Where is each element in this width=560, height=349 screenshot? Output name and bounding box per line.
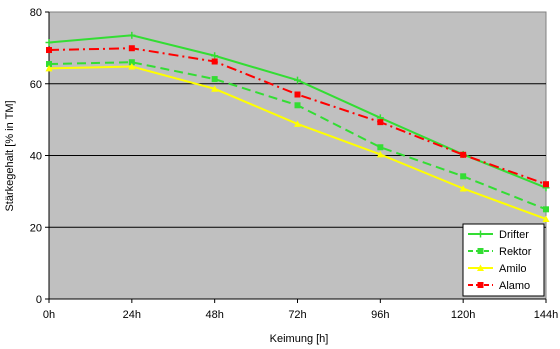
series-layer: [45, 31, 550, 222]
data-point: [377, 119, 384, 126]
legend-item: Amilo: [468, 263, 527, 275]
data-point: [128, 63, 136, 70]
legend-label: Drifter: [499, 229, 529, 241]
y-axis-title: Stärkegehalt [% in TM]: [4, 100, 16, 211]
series-amilo: [45, 63, 550, 222]
data-point: [128, 45, 135, 52]
legend-marker: [477, 248, 484, 254]
y-tick-label: 20: [30, 222, 42, 234]
series-rektor: [46, 59, 549, 213]
data-point: [542, 215, 550, 222]
data-point: [294, 91, 301, 98]
x-tick-label: 24h: [123, 309, 141, 321]
data-point: [211, 58, 218, 65]
x-tick-label: 120h: [451, 309, 475, 321]
data-point: [294, 76, 301, 84]
data-point: [46, 61, 52, 68]
data-point: [128, 59, 135, 66]
x-tick-label: 96h: [371, 309, 389, 321]
data-point: [376, 150, 384, 158]
data-point: [459, 185, 467, 192]
x-axis-title: Keimung [h]: [270, 333, 329, 345]
data-point: [377, 144, 384, 151]
data-point: [128, 31, 136, 39]
legend: Drifter Rektor Amilo Alamo: [462, 223, 545, 297]
data-point: [45, 64, 53, 72]
legend-marker: [477, 282, 484, 288]
data-point: [211, 52, 219, 60]
x-tick-label: 72h: [288, 309, 306, 321]
data-point: [294, 102, 301, 109]
legend-item: Rektor: [468, 246, 532, 258]
data-point: [460, 151, 467, 158]
legend-label: Amilo: [499, 263, 527, 275]
data-point: [543, 206, 549, 213]
data-point: [294, 120, 301, 127]
y-tick-label: 0: [36, 294, 42, 306]
legend-label: Rektor: [499, 246, 532, 258]
x-tick-label: 0h: [43, 309, 55, 321]
y-tick-label: 60: [30, 79, 42, 91]
data-point: [211, 85, 219, 92]
legend-item: Drifter: [468, 229, 529, 241]
data-point: [45, 38, 53, 46]
series-alamo: [46, 45, 549, 188]
legend-marker: [477, 230, 484, 238]
legend-marker: [477, 264, 484, 271]
y-tick-label: 80: [30, 7, 42, 19]
x-tick-label: 48h: [205, 309, 223, 321]
y-axis-ticks: 0 20 40 60 80: [30, 7, 49, 306]
legend-label: Alamo: [499, 280, 530, 292]
y-tick-label: 40: [30, 151, 42, 163]
x-tick-label: 144h: [534, 309, 558, 321]
data-point: [46, 47, 52, 54]
data-point: [211, 76, 218, 83]
data-point: [543, 181, 549, 188]
data-point: [460, 173, 467, 180]
x-axis-ticks: 0h 24h 48h 72h 96h 120h 144h: [43, 299, 558, 321]
legend-item: Alamo: [468, 280, 530, 292]
